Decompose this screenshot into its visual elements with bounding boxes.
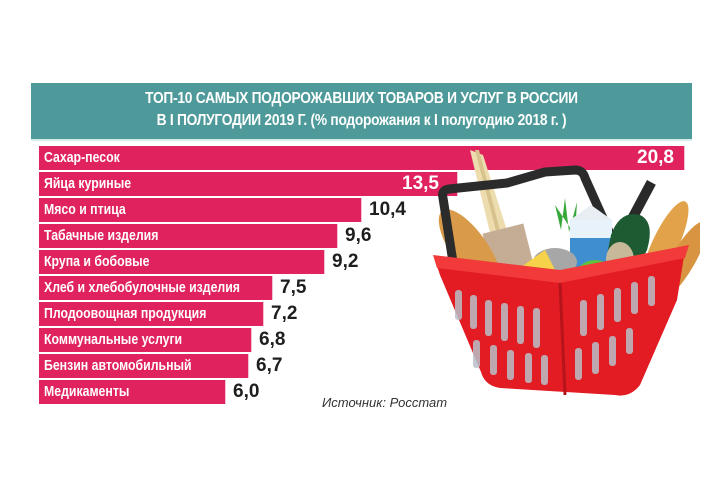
bar-row: Бензин автомобильный 6,7 bbox=[39, 354, 329, 378]
bar bbox=[39, 198, 362, 222]
bar bbox=[39, 328, 252, 352]
bar-label: Яйца куриные bbox=[44, 175, 132, 192]
bar-label: Сахар-песок bbox=[44, 149, 120, 166]
bar-value: 7,2 bbox=[271, 303, 298, 324]
bar-label: Бензин автомобильный bbox=[44, 357, 192, 374]
bar-label: Плодоовощная продукция bbox=[44, 305, 207, 322]
bar-label: Хлеб и хлебобулочные изделия bbox=[44, 279, 240, 296]
bar bbox=[39, 302, 264, 326]
bar-label: Крупа и бобовые bbox=[44, 253, 150, 270]
bar-row: Мясо и птица 10,4 bbox=[39, 198, 419, 222]
bar-row: Коммунальные услуги 6,8 bbox=[39, 328, 329, 352]
bar-value: 9,6 bbox=[345, 225, 372, 246]
bar-label: Табачные изделия bbox=[44, 227, 159, 244]
bar-label: Медикаменты bbox=[44, 383, 130, 400]
bar-label: Коммунальные услуги bbox=[44, 331, 183, 348]
bar-row: Хлеб и хлебобулочные изделия 7,5 bbox=[39, 276, 339, 300]
chart-subtitle: В I ПОЛУГОДИИ 2019 Г. (% подорожания к I… bbox=[156, 112, 567, 129]
bar bbox=[39, 276, 273, 300]
bar-value: 6,7 bbox=[256, 355, 283, 376]
shopping-basket-icon bbox=[433, 150, 700, 396]
bar-row: Медикаменты 6,0 bbox=[39, 380, 309, 404]
bar-value: 10,4 bbox=[369, 199, 406, 220]
bar bbox=[39, 380, 226, 404]
bar bbox=[39, 172, 458, 196]
bar bbox=[39, 224, 338, 248]
bar-row: Плодоовощная продукция 7,2 bbox=[39, 302, 339, 326]
bar-row: Яйца куриные 13,5 bbox=[39, 172, 469, 196]
source-note: Источник: Росстат bbox=[322, 395, 448, 410]
chart-title: ТОП-10 САМЫХ ПОДОРОЖАВШИХ ТОВАРОВ И УСЛУ… bbox=[145, 90, 578, 107]
chart-title-banner: ТОП-10 САМЫХ ПОДОРОЖАВШИХ ТОВАРОВ И УСЛУ… bbox=[31, 83, 692, 141]
bar-value: 6,8 bbox=[259, 329, 286, 350]
bar-row: Крупа и бобовые 9,2 bbox=[39, 250, 379, 274]
bar-label: Мясо и птица bbox=[44, 201, 126, 218]
bar bbox=[39, 354, 249, 378]
bar-value: 13,5 bbox=[402, 173, 439, 194]
bar-row: Табачные изделия 9,6 bbox=[39, 224, 399, 248]
bar bbox=[39, 250, 325, 274]
bar-value: 20,8 bbox=[637, 147, 674, 168]
bar-value: 6,0 bbox=[233, 381, 260, 402]
bar-value: 9,2 bbox=[332, 251, 359, 272]
bar-value: 7,5 bbox=[280, 277, 307, 298]
